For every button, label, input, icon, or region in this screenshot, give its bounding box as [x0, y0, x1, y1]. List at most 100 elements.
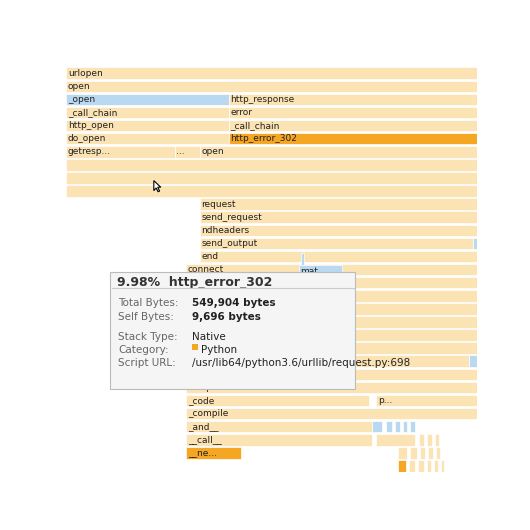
Bar: [175, 146, 200, 157]
Text: p...: p...: [378, 396, 392, 405]
Bar: [441, 460, 445, 472]
Bar: [295, 278, 338, 289]
Text: error: error: [231, 108, 253, 117]
Text: http_response: http_response: [231, 95, 295, 104]
Text: 549,904 bytes: 549,904 bytes: [192, 298, 276, 308]
Bar: [398, 447, 407, 458]
Text: ...: ...: [176, 147, 185, 156]
Text: do_open: do_open: [68, 134, 106, 143]
Bar: [110, 272, 355, 388]
Bar: [229, 94, 477, 105]
Bar: [419, 434, 425, 446]
Text: _compile: _compile: [188, 409, 228, 418]
Bar: [295, 302, 338, 314]
Bar: [435, 460, 438, 472]
Text: Python: Python: [201, 344, 237, 355]
Text: match_hostname: match_hostname: [188, 331, 266, 340]
Bar: [410, 421, 415, 432]
Text: open: open: [68, 82, 91, 91]
Text: _call_chain: _call_chain: [231, 121, 280, 130]
Text: 9,696 bytes: 9,696 bytes: [192, 312, 261, 322]
Text: __init__: __init__: [188, 292, 220, 301]
Bar: [473, 237, 477, 249]
Bar: [200, 198, 477, 210]
Text: send_output: send_output: [201, 239, 258, 248]
Text: _code: _code: [188, 396, 214, 405]
Bar: [435, 434, 439, 446]
Bar: [187, 290, 477, 302]
Text: ndheaders: ndheaders: [201, 226, 249, 235]
Polygon shape: [154, 181, 161, 192]
Bar: [469, 356, 477, 367]
Bar: [398, 460, 405, 472]
Bar: [200, 225, 477, 236]
Bar: [187, 447, 241, 458]
Bar: [187, 264, 477, 276]
Bar: [66, 146, 175, 157]
Bar: [66, 186, 477, 197]
Bar: [66, 133, 229, 145]
Text: _open: _open: [68, 95, 95, 104]
Text: _pars...: _pars...: [296, 279, 329, 288]
Bar: [187, 395, 368, 407]
Bar: [66, 94, 229, 105]
Bar: [66, 107, 229, 118]
Bar: [338, 278, 345, 289]
Text: _compile: _compile: [188, 370, 228, 379]
Text: http_open: http_open: [68, 121, 113, 130]
Text: mat...: mat...: [301, 267, 327, 276]
Bar: [420, 447, 425, 458]
Bar: [409, 460, 415, 472]
Text: /usr/lib64/python3.6/urllib/request.py:698: /usr/lib64/python3.6/urllib/request.py:6…: [192, 358, 410, 368]
Bar: [395, 421, 400, 432]
Bar: [187, 368, 477, 380]
Text: Total Bytes:: Total Bytes:: [118, 298, 179, 308]
Bar: [187, 382, 477, 393]
Text: _dnsname_match: _dnsname_match: [193, 343, 273, 352]
Bar: [386, 421, 392, 432]
Bar: [200, 146, 477, 157]
Text: Category:: Category:: [118, 344, 169, 355]
Bar: [295, 290, 338, 302]
Text: getresp...: getresp...: [68, 147, 111, 156]
Text: Stack Type:: Stack Type:: [118, 332, 178, 341]
Bar: [192, 344, 198, 350]
Bar: [182, 342, 192, 354]
Bar: [376, 395, 477, 407]
Text: Self Bytes:: Self Bytes:: [118, 312, 174, 322]
Bar: [427, 460, 431, 472]
Text: send_request: send_request: [201, 213, 262, 222]
Text: __ne...: __ne...: [188, 448, 217, 457]
Bar: [187, 356, 469, 367]
Text: _call...: _call...: [296, 292, 325, 301]
Text: request: request: [201, 200, 236, 209]
Bar: [376, 434, 415, 446]
Text: feed: feed: [296, 304, 317, 313]
Text: do_handshake: do_handshake: [188, 304, 253, 313]
Text: _call_chain: _call_chain: [68, 108, 117, 117]
Text: _and__: _and__: [188, 422, 218, 431]
Text: http_error_302: http_error_302: [231, 134, 297, 143]
Bar: [299, 266, 342, 277]
Bar: [187, 408, 477, 419]
Bar: [229, 120, 477, 131]
Bar: [229, 133, 477, 145]
Bar: [192, 342, 477, 354]
Text: open: open: [201, 147, 224, 156]
Bar: [66, 120, 229, 131]
Text: __call__: __call__: [188, 435, 222, 444]
Bar: [66, 159, 477, 171]
Bar: [187, 316, 477, 328]
Bar: [373, 421, 383, 432]
Bar: [187, 434, 373, 446]
Bar: [436, 447, 440, 458]
Bar: [418, 460, 423, 472]
Bar: [187, 329, 477, 341]
Bar: [301, 253, 304, 264]
Bar: [66, 172, 477, 184]
Bar: [187, 421, 373, 432]
Text: end: end: [201, 252, 218, 261]
Bar: [66, 81, 477, 92]
Bar: [187, 277, 477, 288]
Text: compile: compile: [188, 383, 224, 392]
